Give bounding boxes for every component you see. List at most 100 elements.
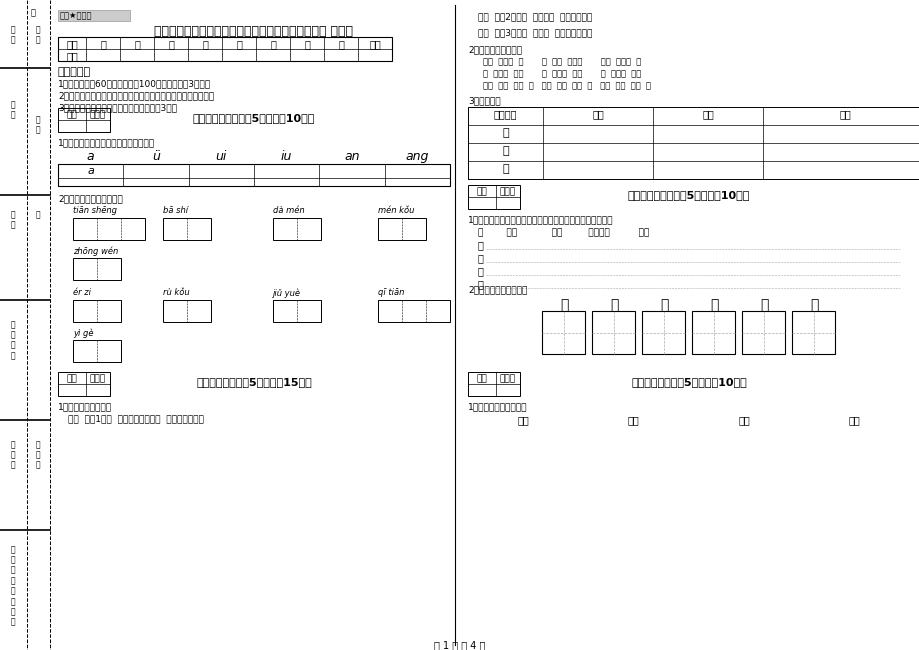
Text: 印
刷: 印 刷: [11, 25, 16, 44]
Text: 八: 八: [337, 39, 344, 49]
Text: yì gè: yì gè: [73, 328, 94, 337]
Text: 得分: 得分: [66, 51, 78, 61]
Text: 用: 用: [559, 298, 568, 312]
Text: 封
订
线: 封 订 线: [11, 440, 16, 470]
Bar: [378, 218, 425, 240]
Text: iu: iu: [280, 150, 292, 163]
Text: qī tiān: qī tiān: [378, 288, 404, 297]
Text: 白兔: 白兔: [516, 415, 528, 425]
Text: 字        读音            部首         一共几画          组词: 字 读音 部首 一共几画 组词: [478, 228, 649, 237]
Text: 组词: 组词: [839, 109, 850, 119]
Text: 学
校
名
称: 学 校 名 称: [11, 320, 16, 360]
Text: （座  坐）3、我（  ）在（  ）位上写作业。: （座 坐）3、我（ ）在（ ）位上写作业。: [478, 28, 592, 37]
Bar: [273, 218, 321, 240]
Text: 2、把字写在田字格里。: 2、把字写在田字格里。: [468, 285, 527, 294]
Text: an: an: [344, 150, 359, 163]
Text: （像  象）2、大（  ）的腿（  ）四根柱子。: （像 象）2、大（ ）的腿（ ）四根柱子。: [478, 12, 592, 21]
Text: 图: 图: [30, 8, 36, 17]
Text: 1、考试时间：60分钟。满分为100分（含卷面分3分）。: 1、考试时间：60分钟。满分为100分（含卷面分3分）。: [58, 79, 210, 88]
Text: 1、词语和图片连一连。: 1、词语和图片连一连。: [468, 402, 527, 411]
Text: 捉: 捉: [478, 266, 483, 276]
Text: bā shí: bā shí: [163, 206, 187, 215]
Bar: [73, 300, 121, 322]
Text: 评卷人: 评卷人: [90, 110, 106, 119]
Text: 宜昌市实验小学一年级语文下学期全真模拟考试试卷 附答案: 宜昌市实验小学一年级语文下学期全真模拟考试试卷 附答案: [154, 25, 353, 38]
Bar: [468, 185, 519, 209]
Text: 总分: 总分: [369, 39, 380, 49]
Text: 二: 二: [134, 39, 140, 49]
Text: a: a: [86, 150, 95, 163]
Bar: [163, 218, 210, 240]
Text: 题号: 题号: [66, 39, 78, 49]
Text: 封
订
线: 封 订 线: [36, 440, 40, 470]
Text: 得分: 得分: [66, 374, 77, 383]
Text: 得分: 得分: [66, 110, 77, 119]
Bar: [73, 258, 121, 280]
Text: 一: 一: [100, 39, 106, 49]
Text: 读书: 读书: [848, 415, 859, 425]
Bar: [273, 300, 321, 322]
Text: 考
号: 考 号: [36, 25, 40, 44]
Text: 七: 七: [304, 39, 310, 49]
Text: 向: 向: [709, 298, 718, 312]
Text: 姓
名: 姓 名: [36, 115, 40, 135]
Text: dà mén: dà mén: [273, 206, 304, 215]
Bar: [791, 311, 834, 354]
Text: 二、填空题（每题5分，共计15分）: 二、填空题（每题5分，共计15分）: [196, 377, 312, 387]
Text: 低: 低: [478, 253, 483, 263]
Bar: [468, 372, 519, 396]
Bar: [163, 300, 210, 322]
Text: 熊猫: 熊猫: [738, 415, 749, 425]
Bar: [641, 311, 685, 354]
Text: 不: 不: [36, 210, 40, 219]
Text: 3、我会填。: 3、我会填。: [468, 96, 500, 105]
Bar: [58, 37, 391, 61]
Text: 2、把成语补充完整。: 2、把成语补充完整。: [468, 45, 521, 54]
Text: ang: ang: [405, 150, 428, 163]
Text: 情: 情: [502, 128, 508, 138]
Text: 一、拼音部分（每题5分，共计10分）: 一、拼音部分（每题5分，共计10分）: [193, 113, 315, 123]
Text: 姓
名: 姓 名: [11, 100, 16, 120]
Text: rù kǒu: rù kǒu: [163, 288, 189, 297]
Bar: [692, 311, 734, 354]
Text: 评卷人: 评卷人: [90, 374, 106, 383]
Text: 四: 四: [202, 39, 208, 49]
Text: 自（  ）自（  ）       （  ）（  ）不乱       千（  ）万（  ）: 自（ ）自（ ） （ ）（ ）不乱 千（ ）万（ ）: [482, 57, 641, 66]
Text: 第 1 页 共 4 页: 第 1 页 共 4 页: [434, 640, 485, 650]
Text: 乡
镇
（
街
道
）
名
称: 乡 镇 （ 街 道 ） 名 称: [11, 545, 16, 627]
Text: 手: 手: [759, 298, 767, 312]
Bar: [58, 372, 110, 396]
Text: 2、我会读拼音，写字词。: 2、我会读拼音，写字词。: [58, 194, 122, 203]
Text: 绝密★启用前: 绝密★启用前: [60, 11, 93, 20]
Text: 要查的字: 要查的字: [494, 109, 516, 119]
Text: 音节: 音节: [701, 109, 713, 119]
Text: 忘: 忘: [502, 164, 508, 174]
Text: 3、不要在试卷上乱写乱画，卷面不整洁扣3分。: 3、不要在试卷上乱写乱画，卷面不整洁扣3分。: [58, 103, 176, 112]
Bar: [73, 218, 145, 240]
Text: zhōng wén: zhōng wén: [73, 246, 119, 255]
Text: 六: 六: [270, 39, 276, 49]
Bar: [58, 164, 449, 186]
Text: mén kǒu: mén kǒu: [378, 206, 414, 215]
Text: （他  她）1、（  ）是我的爸爸，（  ）是我的奶奶。: （他 她）1、（ ）是我的爸爸，（ ）是我的奶奶。: [68, 414, 204, 423]
Text: ér zi: ér zi: [73, 288, 91, 297]
Text: 评卷人: 评卷人: [499, 187, 516, 196]
Text: 音序: 音序: [592, 109, 603, 119]
Text: a: a: [87, 166, 94, 176]
Text: 五: 五: [236, 39, 242, 49]
Bar: [58, 108, 110, 132]
Bar: [378, 300, 449, 322]
Bar: [58, 10, 130, 21]
Text: tiān shēng: tiān shēng: [73, 206, 117, 215]
Text: 法: 法: [478, 279, 483, 289]
Text: 2、请首先按要求在试卷的指定位置填写您的姓名、班级、学号。: 2、请首先按要求在试卷的指定位置填写您的姓名、班级、学号。: [58, 91, 214, 100]
Text: ü: ü: [152, 150, 160, 163]
Text: 得分: 得分: [476, 374, 487, 383]
Text: 1、你会使用字典吧！请用查字典之方法填写表格，要认真！: 1、你会使用字典吧！请用查字典之方法填写表格，要认真！: [468, 215, 613, 224]
Bar: [742, 311, 785, 354]
Text: 马: 马: [809, 298, 817, 312]
Text: 船: 船: [478, 240, 483, 250]
Text: 河马: 河马: [627, 415, 639, 425]
Text: 春（  ）（  ）（  ）   春（  ）（  ）（  ）   春（  ）（  ）（  ）: 春（ ）（ ）（ ） 春（ ）（ ）（ ） 春（ ）（ ）（ ）: [482, 81, 651, 90]
Text: 考试须知：: 考试须知：: [58, 67, 91, 77]
